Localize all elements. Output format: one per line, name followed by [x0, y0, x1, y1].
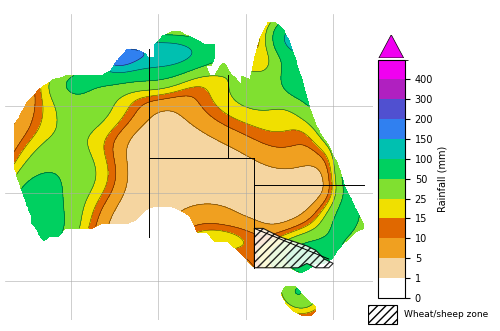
Polygon shape — [254, 228, 333, 268]
Text: Wheat/sheep zone: Wheat/sheep zone — [404, 310, 488, 319]
Y-axis label: Rainfall (mm): Rainfall (mm) — [438, 146, 448, 212]
Bar — [368, 305, 397, 324]
Polygon shape — [379, 35, 404, 58]
